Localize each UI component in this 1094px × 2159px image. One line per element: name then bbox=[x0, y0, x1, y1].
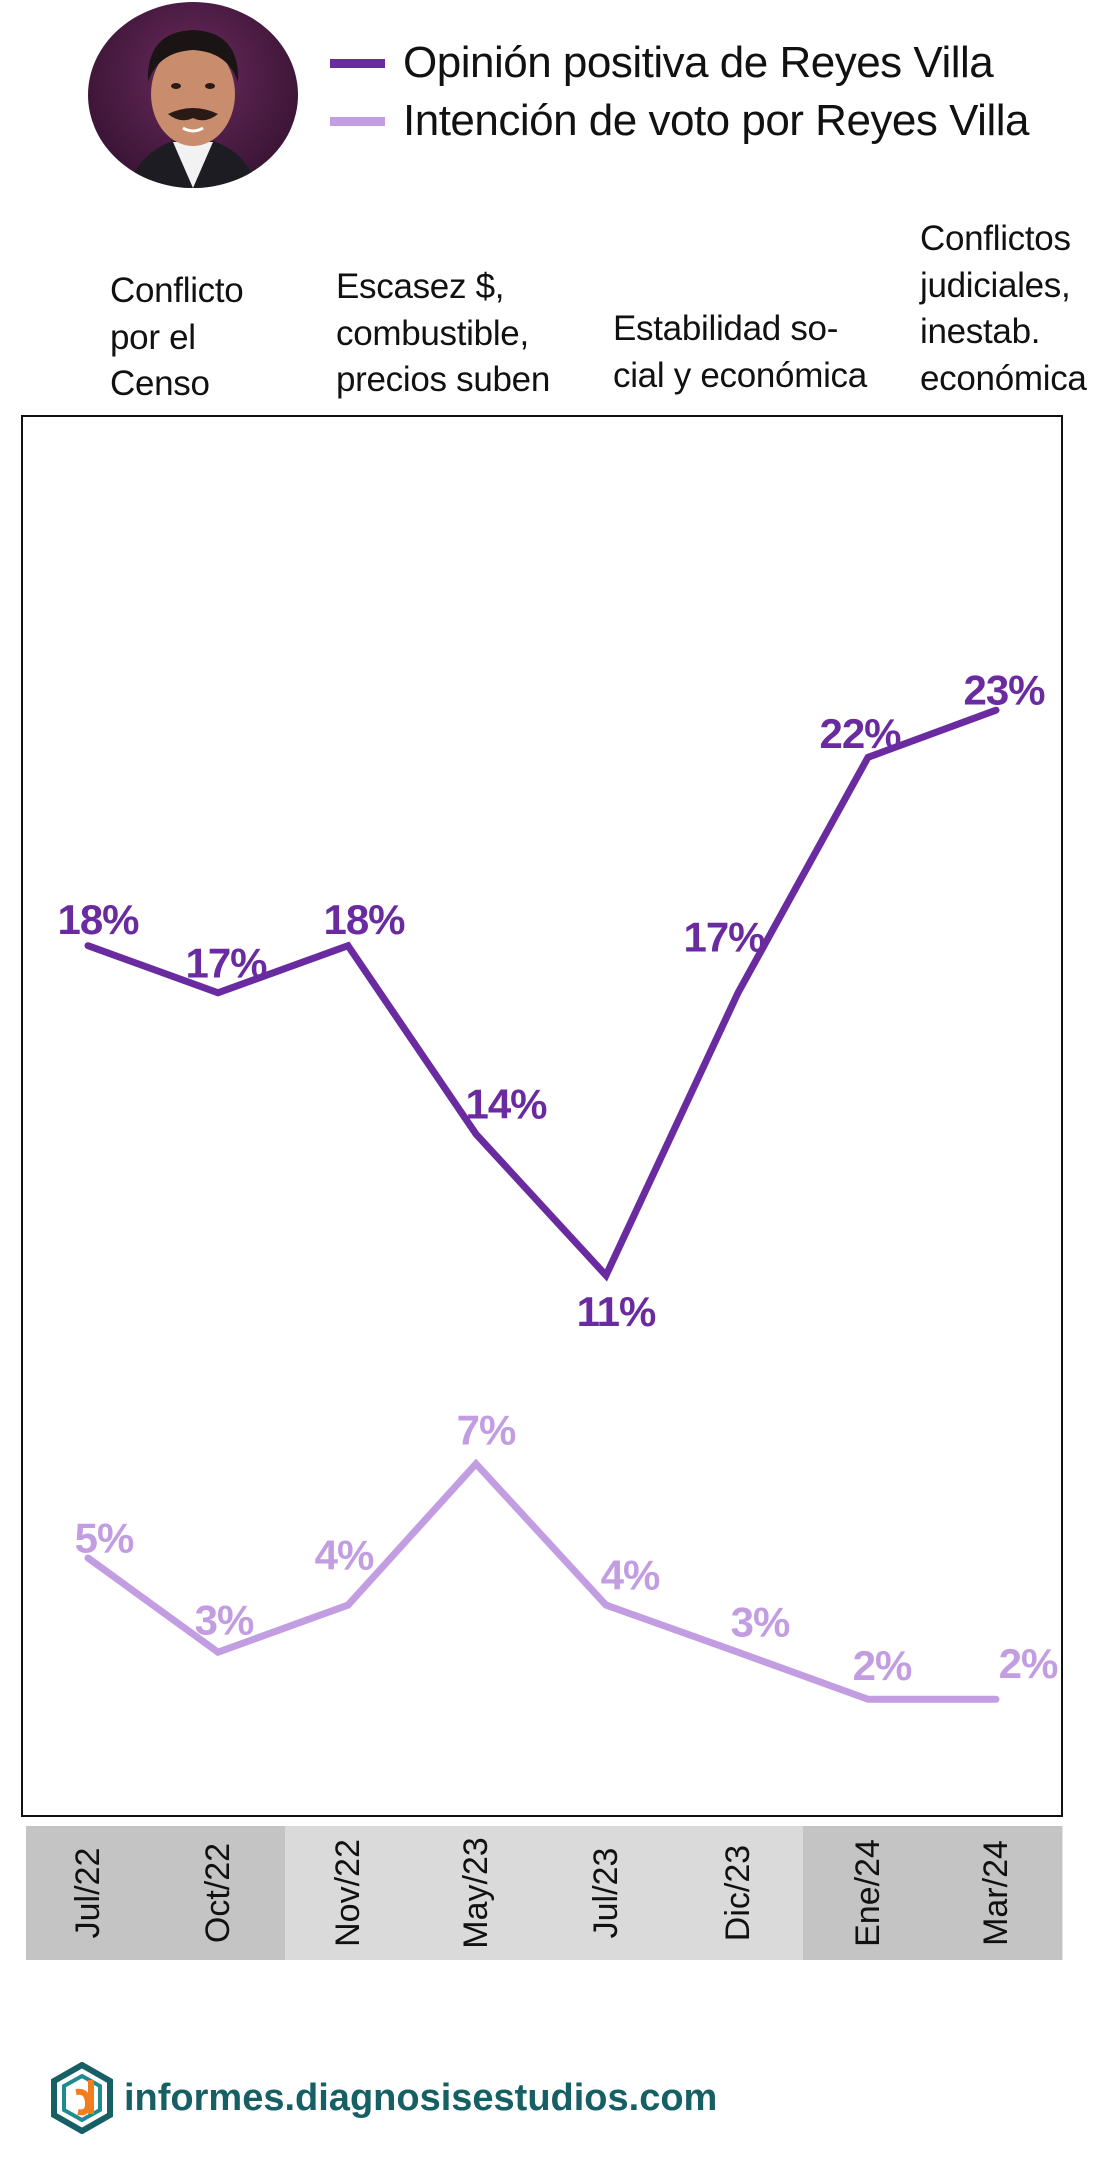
data-label: 3% bbox=[731, 1599, 790, 1646]
legend-label-opinion: Opinión positiva de Reyes Villa bbox=[403, 38, 994, 87]
x-axis-band-cell bbox=[285, 1826, 415, 1960]
line-chart: Jul/22 Oct/22 Nov/22 May/23 Jul/23 Dic/23 Ene/… bbox=[21, 415, 1063, 1960]
x-tick-label: Nov/22 bbox=[329, 1839, 367, 1947]
x-tick-label: Ene/24 bbox=[849, 1839, 887, 1947]
event-annotation-judicial: Conflictos judiciales, inestab. económic… bbox=[920, 219, 1087, 398]
x-tick-label: Oct/22 bbox=[199, 1843, 237, 1943]
x-axis-band-cell bbox=[544, 1826, 674, 1960]
data-label: 22% bbox=[819, 710, 901, 757]
x-axis-band-cell bbox=[414, 1826, 545, 1960]
x-tick-label: Jul/22 bbox=[69, 1848, 107, 1939]
x-tick-label: May/23 bbox=[457, 1837, 495, 1949]
event-annotation-stability: Estabilidad so- cial y económica bbox=[613, 309, 867, 395]
data-label: 17% bbox=[683, 913, 765, 960]
data-label: 2% bbox=[999, 1640, 1058, 1687]
x-tick-label: Mar/24 bbox=[977, 1840, 1015, 1946]
data-label: 4% bbox=[315, 1532, 374, 1579]
portrait-icon bbox=[128, 30, 258, 188]
x-axis-band-cell bbox=[803, 1826, 933, 1960]
x-axis-band-cell bbox=[673, 1826, 804, 1960]
x-tick-label: Dic/23 bbox=[719, 1845, 757, 1941]
x-axis-band-cell bbox=[26, 1826, 156, 1960]
chart-legend: Opinión positiva de Reyes Villa Intenció… bbox=[330, 34, 1029, 150]
footer-brand: informes.diagnosisestudios.com bbox=[50, 2062, 717, 2134]
diagnosis-logo-icon bbox=[51, 2062, 113, 2134]
data-label: 11% bbox=[577, 1288, 656, 1335]
x-axis-band-cell bbox=[932, 1826, 1063, 1960]
data-label: 18% bbox=[57, 896, 139, 943]
legend-swatch-vote bbox=[330, 116, 385, 126]
legend-item-opinion: Opinión positiva de Reyes Villa bbox=[330, 34, 1029, 92]
plot-frame bbox=[21, 415, 1063, 1817]
event-annotation-shortage: Escasez $, combustible, precios suben bbox=[336, 267, 551, 400]
data-label: 14% bbox=[465, 1081, 547, 1128]
data-label: 23% bbox=[963, 667, 1045, 714]
data-label: 3% bbox=[195, 1597, 254, 1644]
data-label: 2% bbox=[853, 1642, 912, 1689]
data-label: 5% bbox=[75, 1515, 134, 1562]
legend-item-vote: Intención de voto por Reyes Villa bbox=[330, 92, 1029, 150]
politician-portrait bbox=[88, 2, 298, 188]
data-label: 18% bbox=[323, 896, 405, 943]
data-label: 7% bbox=[457, 1406, 516, 1453]
series-line-opinion bbox=[84, 706, 1000, 1282]
footer-url: informes.diagnosisestudios.com bbox=[124, 2076, 718, 2119]
data-label: 17% bbox=[185, 939, 267, 986]
legend-label-vote: Intención de voto por Reyes Villa bbox=[403, 96, 1029, 145]
series-line-vote bbox=[84, 1458, 1000, 1703]
event-annotation-census: Conflicto por el Censo bbox=[110, 271, 244, 404]
legend-swatch-opinion bbox=[330, 58, 385, 68]
data-label: 4% bbox=[601, 1552, 660, 1599]
x-axis-band-cell bbox=[155, 1826, 286, 1960]
x-tick-label: Jul/23 bbox=[587, 1848, 625, 1939]
